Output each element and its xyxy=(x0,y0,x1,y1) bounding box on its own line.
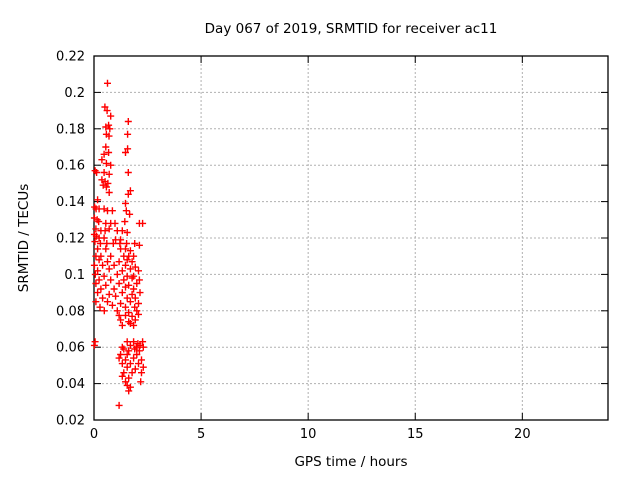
y-tick-label: 0.06 xyxy=(56,341,85,356)
y-tick-label: 0.04 xyxy=(56,377,85,392)
y-tick-label: 0.02 xyxy=(56,414,85,429)
y-tick-label: 0.1 xyxy=(64,268,85,283)
y-tick-label: 0.16 xyxy=(56,159,85,174)
scatter-points xyxy=(90,79,147,409)
y-tick-label: 0.18 xyxy=(56,122,85,137)
x-tick-label: 15 xyxy=(407,427,424,442)
x-tick-label: 5 xyxy=(197,427,205,442)
x-axis-label: GPS time / hours xyxy=(294,454,408,470)
plot-border xyxy=(93,55,609,421)
x-tick-label: 10 xyxy=(300,427,317,442)
y-tick-label: 0.22 xyxy=(56,50,85,65)
y-tick-label: 0.12 xyxy=(56,232,85,247)
chart-title: Day 067 of 2019, SRMTID for receiver ac1… xyxy=(204,21,498,37)
y-tick-label: 0.08 xyxy=(56,304,85,319)
x-tick-label: 20 xyxy=(514,427,531,442)
y-tick-label: 0.14 xyxy=(56,195,85,210)
y-tick-label: 0.2 xyxy=(64,86,85,101)
x-tick-label: 0 xyxy=(90,427,98,442)
